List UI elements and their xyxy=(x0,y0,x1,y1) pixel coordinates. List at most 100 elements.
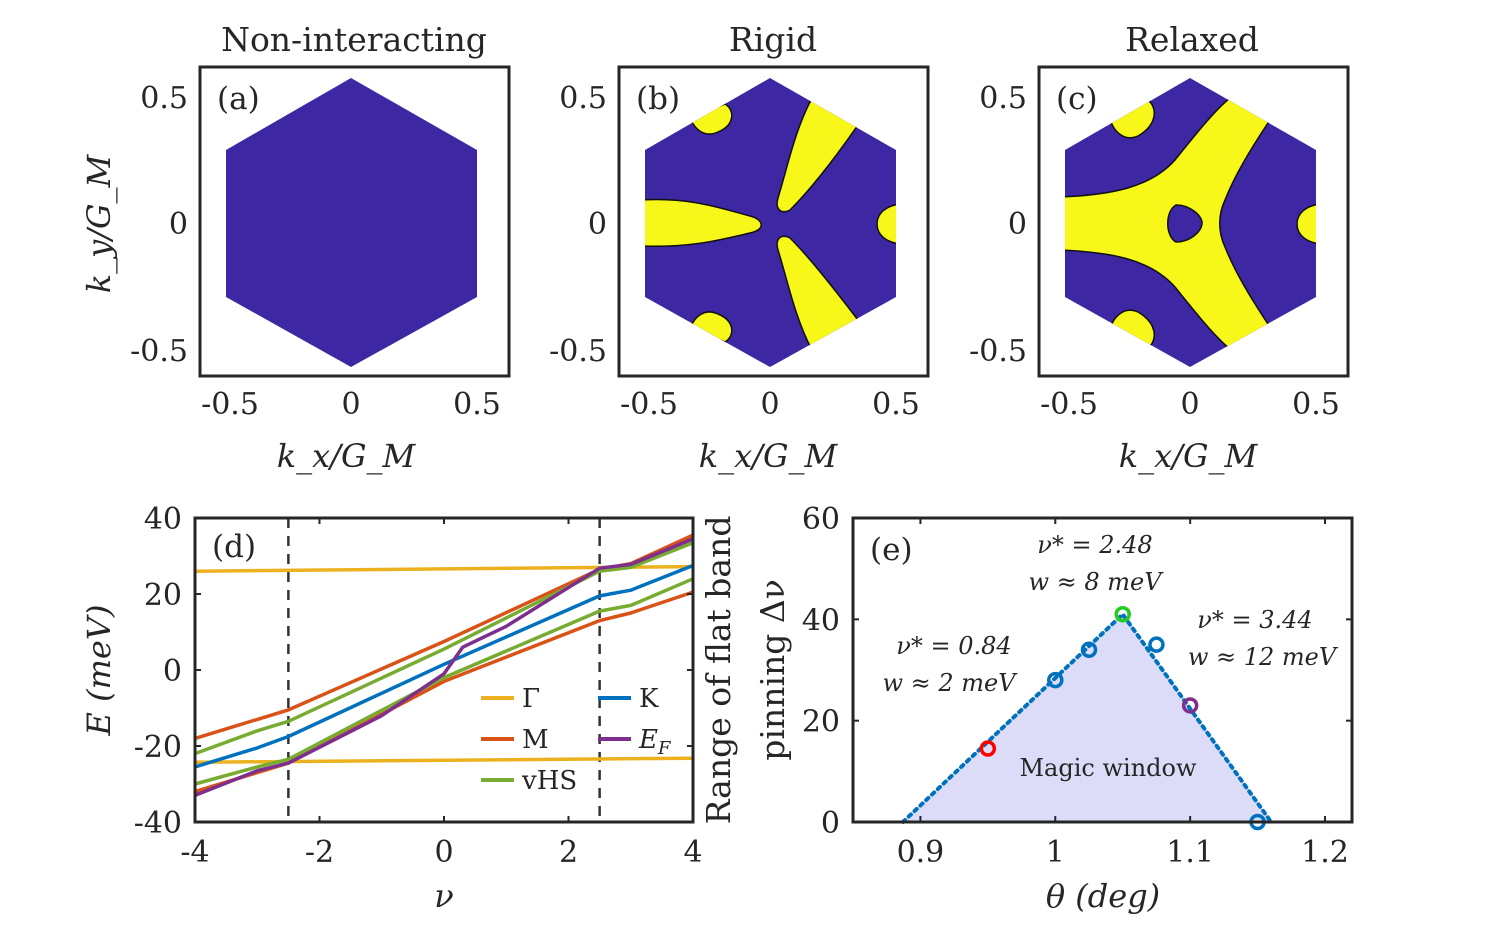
b-xtick-2: 0.5 xyxy=(872,387,920,422)
magic-window-label: Magic window xyxy=(1019,754,1196,782)
series-line-k-6 xyxy=(194,563,694,769)
panel-d-ytick-3: -20 xyxy=(134,730,182,765)
data-point-3 xyxy=(1114,606,1131,623)
panel-e-ylabel-line2: pinning Δν xyxy=(753,579,792,761)
a-xtick-2: 0.5 xyxy=(453,387,501,422)
c-ytick-1: 0 xyxy=(1008,207,1027,242)
panel-e-ytick-1: 40 xyxy=(802,603,840,638)
a-xtick-1: 0 xyxy=(341,387,360,422)
panel-a: Non-interacting (a) xyxy=(198,20,511,378)
panel-e-xtick-1: 1 xyxy=(1046,835,1065,870)
c-ytick-0: 0.5 xyxy=(979,81,1027,116)
panel-d-xtick-3: 2 xyxy=(559,835,578,870)
b-xtick-1: 0 xyxy=(760,387,779,422)
a-xlabel: k_x/G_M xyxy=(277,437,417,475)
panel-e-xlabel: θ (deg) xyxy=(1046,877,1160,915)
panel-d-frame xyxy=(193,516,695,824)
legend-label-4: vHS xyxy=(521,766,577,796)
data-point-4 xyxy=(1148,636,1165,653)
panel-e-xtick-2: 1.1 xyxy=(1166,835,1214,870)
b-ytick-1: 0 xyxy=(588,207,607,242)
panel-d-ylabel: E (meV) xyxy=(80,605,118,737)
panel-d-ytick-4: -40 xyxy=(134,806,182,841)
data-point-1 xyxy=(1047,671,1064,689)
data-point-0 xyxy=(979,740,997,757)
b-ytick-2: -0.5 xyxy=(549,334,607,369)
panel-c-title: Relaxed xyxy=(1125,20,1259,59)
panel-d-lines xyxy=(194,518,694,822)
panel-c-label: (c) xyxy=(1056,81,1098,117)
panel-a-frame xyxy=(198,65,511,378)
panel-a-zone xyxy=(226,78,477,367)
legend-label-1: K xyxy=(639,684,659,714)
panel-d-xtick-4: 4 xyxy=(683,835,702,870)
panel-e-ticks: 0.9 1 1.1 1.2 60 40 20 0 xyxy=(802,502,1352,870)
annotation-green-nu: ν* = 2.48 xyxy=(1037,531,1152,559)
panel-e-xtick-0: 0.9 xyxy=(897,835,945,870)
a-ytick-0: 0.5 xyxy=(140,81,188,116)
panel-d-ytick-1: 20 xyxy=(144,578,182,613)
panel-d-ytick-0: 40 xyxy=(144,502,182,537)
top-axes-ticks: 0.5 0 -0.5 0.5 0 -0.5 0.5 0 -0.5 -0.5 0 … xyxy=(80,81,1340,475)
legend-label-3: EF xyxy=(638,725,672,759)
c-xlabel: k_x/G_M xyxy=(1119,437,1259,475)
a-xtick-0: -0.5 xyxy=(201,387,259,422)
panel-b: Rigid (b) xyxy=(617,20,930,378)
panel-c-hole xyxy=(1167,204,1203,243)
panel-c-band xyxy=(1065,97,1272,350)
c-xtick-2: 0.5 xyxy=(1292,387,1340,422)
panel-e-ytick-2: 20 xyxy=(802,705,840,740)
panel-d-legend: Γ K M EF vHS xyxy=(481,684,672,796)
data-point-2 xyxy=(1080,641,1098,658)
panel-d-label: (d) xyxy=(212,529,256,565)
b-xlabel: k_x/G_M xyxy=(699,437,839,475)
top-ylabel: k_y/G_M xyxy=(80,153,118,293)
panel-e: 0.9 1 1.1 1.2 60 40 20 0 (e) Magic window ν* = … xyxy=(699,502,1354,915)
series-line-ef-7 xyxy=(194,537,694,798)
data-point-5 xyxy=(1181,697,1199,714)
panel-d-xtick-0: -4 xyxy=(180,835,209,870)
c-ytick-2: -0.5 xyxy=(969,334,1027,369)
panel-c-frame xyxy=(1037,65,1350,378)
annotation-purple-nu: ν* = 3.44 xyxy=(1197,606,1312,634)
panel-d-xtick-2: 0 xyxy=(434,835,453,870)
panel-d-ytick-2: 0 xyxy=(163,654,182,689)
c-xtick-0: -0.5 xyxy=(1040,387,1098,422)
panel-e-ytick-0: 60 xyxy=(802,502,840,537)
panel-e-label: (e) xyxy=(870,532,913,568)
panel-b-frame xyxy=(617,65,930,378)
annotation-purple: ν* = 3.44 w ≈ 12 meV xyxy=(1188,606,1339,671)
annotation-green: ν* = 2.48 w ≈ 8 meV xyxy=(1028,531,1164,596)
series-line-γ-1 xyxy=(194,756,694,765)
panel-d-xtick-1: -2 xyxy=(305,835,334,870)
annotation-green-w: w ≈ 8 meV xyxy=(1028,568,1164,596)
panel-b-corner-r xyxy=(876,203,896,245)
c-xtick-1: 0 xyxy=(1180,387,1199,422)
legend-label-2: M xyxy=(522,725,549,755)
annotation-red-nu: ν* = 0.84 xyxy=(896,632,1011,660)
annotation-red-w: w ≈ 2 meV xyxy=(882,669,1018,697)
b-xtick-0: -0.5 xyxy=(620,387,678,422)
panel-a-title: Non-interacting xyxy=(221,20,487,59)
b-ytick-0: 0.5 xyxy=(559,81,607,116)
a-ytick-2: -0.5 xyxy=(130,334,188,369)
panel-e-xtick-3: 1.2 xyxy=(1301,835,1349,870)
panel-e-ytick-3: 0 xyxy=(821,806,840,841)
a-ytick-1: 0 xyxy=(169,207,188,242)
panel-b-pocket-left xyxy=(645,198,762,248)
panel-e-ylabel-line1: Range of flat band xyxy=(699,516,738,825)
panel-c-corner-r xyxy=(1296,203,1316,245)
magic-window-region xyxy=(902,614,1272,822)
series-line-vhs-4 xyxy=(194,541,694,756)
panel-c-pockets xyxy=(1065,97,1316,350)
annotation-purple-w: w ≈ 12 meV xyxy=(1188,643,1339,671)
legend-label-0: Γ xyxy=(522,684,540,714)
series-line-vhs-5 xyxy=(194,577,694,786)
panel-a-label: (a) xyxy=(217,81,260,117)
magic-window-outline xyxy=(900,611,1274,824)
series-line-m-3 xyxy=(194,590,694,794)
panel-e-frame xyxy=(851,516,1354,824)
